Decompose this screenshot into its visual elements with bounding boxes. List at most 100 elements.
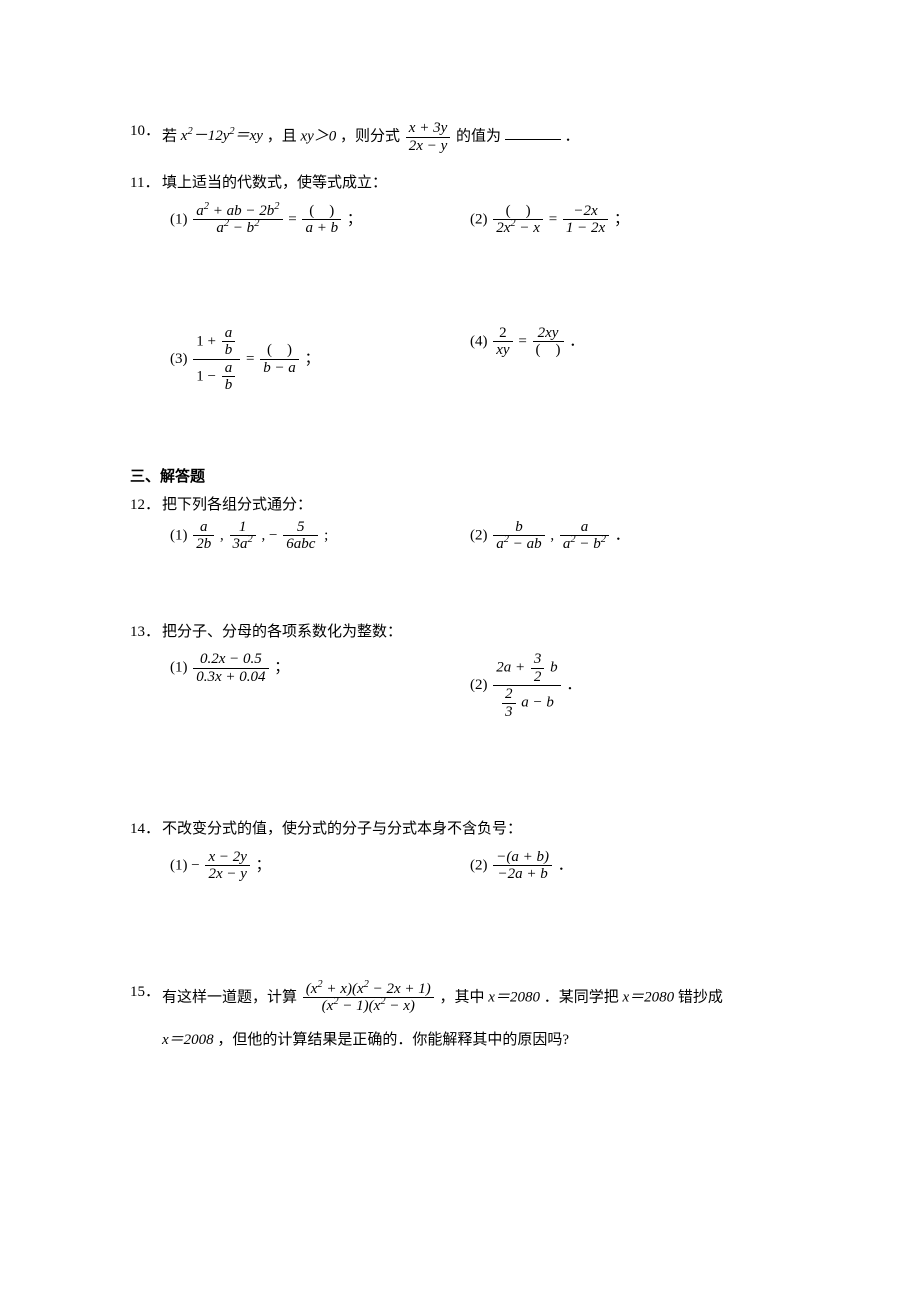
- part-label: (1): [170, 857, 188, 873]
- text: ，其中: [440, 989, 489, 1005]
- expression: x＝2008: [162, 1032, 214, 1048]
- denominator: 23 a − b: [493, 686, 560, 720]
- fraction: x + 3y 2x − y: [406, 120, 450, 154]
- sub-row: (1) 0.2x − 0.5 0.3x + 0.04 ； (2) 2a + 32…: [170, 651, 790, 720]
- sub-part-3: (3) 1 + a b 1 − a b: [170, 325, 470, 394]
- complex-fraction: 2a + 32 b 23 a − b: [493, 651, 560, 720]
- text: ；: [305, 350, 320, 366]
- fraction: ( ) 2x2 − x: [493, 203, 543, 237]
- denominator: 1 − a b: [193, 360, 240, 394]
- text: 若: [162, 128, 177, 144]
- fraction: 2xy ( ): [533, 325, 564, 359]
- problem-text: 有这样一道题，计算 (x2 + x)(x2 − 2x + 1) (x2 − 1)…: [162, 981, 790, 1015]
- text: ．: [566, 677, 581, 693]
- part-label: (2): [470, 677, 488, 693]
- sub-part-2: (2) ba2 − ab , aa2 − b2 ．: [470, 519, 790, 553]
- sub-part-2: (2) ( ) 2x2 − x = −2x 1 − 2x ；: [470, 203, 790, 237]
- numerator: (x2 + x)(x2 − 2x + 1): [303, 981, 434, 999]
- sub-part-1: (1) − x − 2y 2x − y ；: [170, 849, 470, 883]
- sub-part-2: (2) 2a + 32 b 23 a − b ．: [470, 651, 790, 720]
- denominator: 2x − y: [205, 866, 249, 883]
- part-label: (3): [170, 350, 188, 366]
- part-label: (4): [470, 333, 488, 349]
- text: ，且: [267, 128, 301, 144]
- fraction: (x2 + x)(x2 − 2x + 1) (x2 − 1)(x2 − x): [303, 981, 434, 1015]
- text: 错抄成: [678, 989, 723, 1005]
- denominator: 1 − 2x: [563, 220, 608, 237]
- numerator: ( ): [493, 203, 543, 221]
- numerator: 2: [493, 325, 512, 343]
- part-label: (2): [470, 527, 488, 543]
- expression: x＝2080: [488, 989, 540, 1005]
- problem-10: 10． 若 x2－12y2＝xy ，且 xy＞0 ，则分式 x + 3y 2x …: [130, 120, 790, 154]
- problem-number: 14．: [130, 818, 162, 841]
- part-label: (1): [170, 527, 188, 543]
- part-label: (1): [170, 659, 188, 675]
- denominator: (x2 − 1)(x2 − x): [303, 998, 434, 1015]
- separator: ,: [550, 527, 554, 543]
- minus: −: [191, 857, 199, 873]
- problem-11: 11． 填上适当的代数式，使等式成立： (1) a2 + ab − 2b2 a2…: [130, 172, 790, 394]
- fraction: ( ) a + b: [302, 203, 341, 237]
- text: ；: [347, 211, 362, 227]
- part-label: (2): [470, 211, 488, 227]
- text: 有这样一道题，计算: [162, 989, 301, 1005]
- text: ．: [558, 857, 573, 873]
- sub-part-1: (1) 0.2x − 0.5 0.3x + 0.04 ；: [170, 651, 470, 720]
- fraction: a2 + ab − 2b2 a2 − b2: [193, 203, 282, 237]
- text: ;: [324, 527, 328, 543]
- problem-number: 10．: [130, 120, 162, 143]
- fill-blank: [505, 124, 561, 140]
- separator: ,: [262, 527, 266, 543]
- denominator: 0.3x + 0.04: [193, 669, 268, 686]
- fraction: ( ) b − a: [260, 342, 299, 376]
- expression: x2－12y2＝xy: [181, 128, 263, 144]
- equals: =: [549, 211, 557, 227]
- problem-text: 若 x2－12y2＝xy ，且 xy＞0 ，则分式 x + 3y 2x − y …: [162, 120, 790, 154]
- section-heading: 三、解答题: [130, 466, 790, 489]
- numerator: ( ): [260, 342, 299, 360]
- problem-number: 13．: [130, 621, 162, 644]
- sub-part-1: (1) a2b , 13a2 , − 56abc ;: [170, 519, 470, 553]
- fraction: 2 xy: [493, 325, 512, 359]
- text: ；: [256, 857, 271, 873]
- sub-part-2: (2) −(a + b) −2a + b ．: [470, 849, 790, 883]
- fraction: 0.2x − 0.5 0.3x + 0.04: [193, 651, 268, 685]
- text: 的值为: [456, 128, 501, 144]
- numerator: x + 3y: [406, 120, 450, 138]
- text: ．: [615, 527, 630, 543]
- denominator: −2a + b: [493, 866, 552, 883]
- fraction: −2x 1 − 2x: [563, 203, 608, 237]
- numerator: −(a + b): [493, 849, 552, 867]
- denominator: a2 − b2: [193, 220, 282, 237]
- text: ，则分式: [340, 128, 404, 144]
- denominator: 2x − y: [406, 138, 450, 155]
- problem-12: 12． 把下列各组分式通分： (1) a2b , 13a2 , − 56abc …: [130, 494, 790, 553]
- equals: =: [288, 211, 296, 227]
- problem-text: 把分子、分母的各项系数化为整数：: [162, 621, 790, 644]
- denominator: 2x2 − x: [493, 220, 543, 237]
- problem-text: 不改变分式的值，使分式的分子与分式本身不含负号：: [162, 818, 790, 841]
- sub-part-1: (1) a2 + ab − 2b2 a2 − b2 = ( ) a + b ；: [170, 203, 470, 237]
- problem-14: 14． 不改变分式的值，使分式的分子与分式本身不含负号： (1) − x − 2…: [130, 818, 790, 883]
- equals: =: [518, 333, 526, 349]
- text: ；: [614, 211, 629, 227]
- sub-row: (1) a2b , 13a2 , − 56abc ; (2) ba2 − ab …: [170, 519, 790, 553]
- expression: xy＞0: [300, 128, 336, 144]
- denominator: ( ): [533, 342, 564, 359]
- text: ．: [565, 128, 580, 144]
- sub-row: (3) 1 + a b 1 − a b: [170, 325, 790, 394]
- sub-part-4: (4) 2 xy = 2xy ( ) ．: [470, 325, 790, 394]
- problem-line2: x＝2008 ，但他的计算结果是正确的．你能解释其中的原因吗?: [162, 1029, 790, 1052]
- problem-number: 11．: [130, 172, 162, 195]
- problem-text: 填上适当的代数式，使等式成立：: [162, 172, 790, 195]
- numerator: 1 + a b: [193, 325, 240, 360]
- fraction: −(a + b) −2a + b: [493, 849, 552, 883]
- minus: −: [269, 527, 277, 543]
- numerator: 2a + 32 b: [493, 651, 560, 686]
- problem-13: 13． 把分子、分母的各项系数化为整数： (1) 0.2x − 0.5 0.3x…: [130, 621, 790, 721]
- sub-row: (1) a2 + ab − 2b2 a2 − b2 = ( ) a + b ； …: [170, 203, 790, 237]
- numerator: x − 2y: [205, 849, 249, 867]
- denominator: xy: [493, 342, 512, 359]
- separator: ,: [220, 527, 224, 543]
